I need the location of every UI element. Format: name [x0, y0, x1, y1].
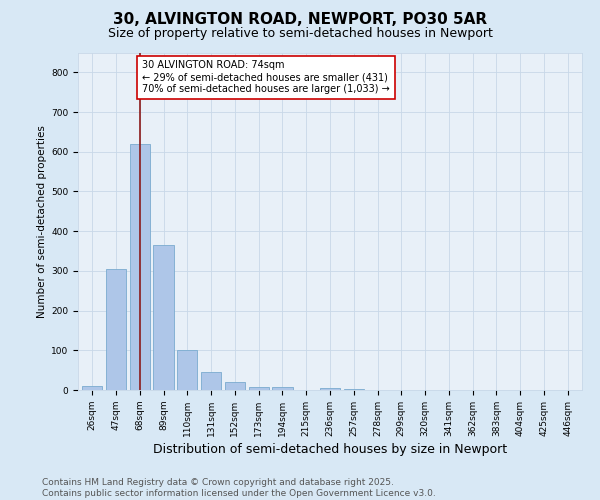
Text: 30 ALVINGTON ROAD: 74sqm
← 29% of semi-detached houses are smaller (431)
70% of : 30 ALVINGTON ROAD: 74sqm ← 29% of semi-d… — [142, 60, 390, 94]
Bar — [106, 269, 126, 390]
Bar — [201, 372, 221, 390]
Bar — [248, 387, 269, 390]
Bar — [320, 388, 340, 390]
Text: Contains HM Land Registry data © Crown copyright and database right 2025.
Contai: Contains HM Land Registry data © Crown c… — [42, 478, 436, 498]
Bar — [272, 387, 293, 390]
Bar — [130, 144, 150, 390]
Bar — [177, 350, 197, 390]
Text: Size of property relative to semi-detached houses in Newport: Size of property relative to semi-detach… — [107, 28, 493, 40]
Bar — [82, 386, 103, 390]
Y-axis label: Number of semi-detached properties: Number of semi-detached properties — [37, 125, 47, 318]
X-axis label: Distribution of semi-detached houses by size in Newport: Distribution of semi-detached houses by … — [153, 443, 507, 456]
Bar — [225, 382, 245, 390]
Text: 30, ALVINGTON ROAD, NEWPORT, PO30 5AR: 30, ALVINGTON ROAD, NEWPORT, PO30 5AR — [113, 12, 487, 28]
Bar — [154, 245, 173, 390]
Bar — [344, 389, 364, 390]
